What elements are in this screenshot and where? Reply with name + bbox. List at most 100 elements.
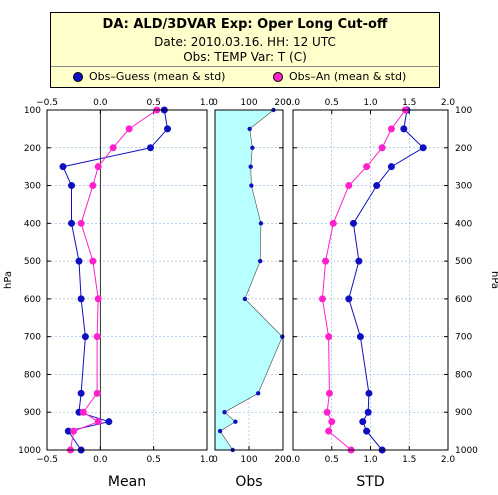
series-point-std-2	[325, 333, 333, 341]
x-tick-label-bottom-std: 1.5	[402, 455, 416, 465]
series-point-mean-1	[77, 295, 85, 303]
y-tick-label-left: 800	[24, 370, 41, 380]
x-tick-label-bottom-obs: 100	[240, 455, 257, 465]
legend-label-analysis: Obs–An (mean & std)	[289, 70, 407, 83]
series-point-std-1	[356, 333, 364, 341]
x-tick-label-top-std: 1.0	[363, 98, 378, 108]
obs-count-point	[280, 334, 285, 339]
series-line-mean-1	[62, 109, 169, 451]
series-point-mean-2	[89, 257, 97, 265]
obs-count-point	[247, 126, 252, 132]
y-tick-label-left: 200	[24, 144, 41, 154]
x-tick-label-top-mean: 0.5	[147, 98, 161, 108]
x-tick-label-bottom-mean: 0.5	[147, 455, 161, 465]
panel-frame-obs	[214, 109, 284, 451]
series-point-std-2	[322, 257, 330, 265]
panel-bg-mean	[47, 110, 207, 450]
y-tick-label-left: 300	[24, 182, 41, 192]
panel-frame-std	[292, 109, 449, 451]
series-point-std-2	[328, 418, 336, 426]
x-tick-label-top-obs: 0	[212, 98, 218, 108]
obs-count-point	[249, 183, 254, 188]
series-point-mean-2	[94, 295, 102, 303]
series-point-mean-1	[77, 389, 85, 397]
obs-count-point	[250, 145, 255, 150]
series-point-mean-2	[93, 389, 101, 397]
legend-label-guess: Obs–Guess (mean & std)	[89, 70, 226, 83]
panel-title-obs: Obs	[235, 474, 262, 490]
series-point-mean-2	[125, 125, 133, 133]
x-tick-label-bottom-std: 1.0	[363, 455, 378, 465]
series-point-std-1	[345, 295, 353, 303]
series-point-std-2	[323, 408, 331, 416]
panel-frame-mean	[46, 109, 208, 451]
series-point-std-2	[329, 219, 337, 227]
x-tick-label-top-std: 2.0	[441, 98, 456, 108]
series-point-mean-1	[68, 219, 76, 227]
obs-count-point	[222, 410, 227, 415]
header-obs: Obs: TEMP Var: T (C)	[183, 50, 307, 64]
series-point-mean-2	[79, 408, 87, 416]
legend-marker-guess	[73, 71, 83, 82]
legend-item-analysis: Obs–An (mean & std)	[273, 70, 406, 83]
obs-count-point	[242, 296, 248, 302]
x-tick-label-top-obs: 100	[240, 98, 257, 108]
obs-count-point	[258, 258, 263, 264]
y-tick-label-left: 100	[24, 106, 41, 116]
series-point-mean-2	[93, 333, 101, 341]
y-tick-label-right: 900	[455, 408, 472, 418]
y-axis-label-right: hPa	[489, 271, 498, 289]
obs-count-area	[215, 110, 283, 450]
legend-marker-analysis	[273, 71, 283, 82]
x-tick-label-bottom-obs: 0	[212, 455, 218, 465]
x-tick-label-bottom-mean: −0.5	[36, 455, 58, 465]
y-tick-label-right: 200	[455, 144, 472, 154]
series-point-std-2	[325, 427, 333, 435]
series-point-std-1	[359, 418, 367, 426]
series-point-std-2	[325, 389, 333, 397]
series-point-mean-1	[105, 418, 113, 426]
obs-count-point	[217, 428, 223, 434]
series-point-std-1	[349, 219, 357, 227]
y-tick-label-right: 300	[455, 182, 472, 192]
series-point-mean-1	[146, 144, 154, 152]
x-tick-label-top-mean: 1.0	[200, 98, 215, 108]
x-tick-label-top-std: 1.5	[402, 98, 416, 108]
legend-item-guess: Obs–Guess (mean & std)	[73, 70, 225, 83]
series-point-mean-1	[59, 163, 67, 171]
panel-title-std: STD	[356, 474, 384, 490]
series-point-mean-1	[81, 333, 89, 341]
x-tick-label-top-std: 0.5	[325, 98, 339, 108]
y-tick-label-left: 400	[24, 219, 41, 229]
series-point-mean-2	[109, 144, 117, 152]
series-point-std-1	[365, 389, 373, 397]
series-point-mean-2	[70, 427, 78, 435]
series-point-std-1	[364, 408, 372, 416]
legend-divider	[51, 66, 439, 67]
x-tick-label-top-obs: 200	[274, 98, 291, 108]
y-tick-label-left: 900	[24, 408, 41, 418]
series-point-std-1	[400, 125, 408, 133]
y-tick-label-right: 100	[455, 106, 472, 116]
x-tick-label-bottom-std: 2.0	[441, 455, 456, 465]
series-point-std-2	[387, 125, 395, 133]
series-point-std-2	[363, 163, 371, 171]
x-tick-label-bottom-std: 0.0	[286, 455, 301, 465]
x-tick-label-bottom-mean: 1.0	[200, 455, 215, 465]
x-tick-label-top-mean: 0.0	[93, 98, 108, 108]
y-tick-label-right: 700	[455, 333, 472, 343]
x-tick-label-bottom-obs: 200	[274, 455, 291, 465]
series-point-std-1	[373, 182, 381, 190]
series-point-mean-1	[68, 182, 76, 190]
series-point-std-2	[378, 144, 386, 152]
series-point-std-1	[363, 427, 371, 435]
y-tick-label-left: 600	[24, 295, 41, 305]
series-point-std-1	[419, 144, 427, 152]
obs-count-line	[219, 109, 283, 451]
series-point-mean-2	[94, 418, 102, 426]
obs-count-point	[248, 164, 253, 169]
header-box: DA: ALD/3DVAR Exp: Oper Long Cut-off Dat…	[50, 12, 440, 88]
series-point-std-1	[387, 163, 395, 171]
y-tick-label-right: 1000	[455, 446, 478, 456]
